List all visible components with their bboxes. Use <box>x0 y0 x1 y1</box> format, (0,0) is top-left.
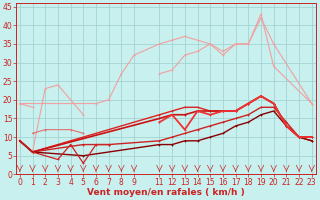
X-axis label: Vent moyen/en rafales ( km/h ): Vent moyen/en rafales ( km/h ) <box>87 188 245 197</box>
